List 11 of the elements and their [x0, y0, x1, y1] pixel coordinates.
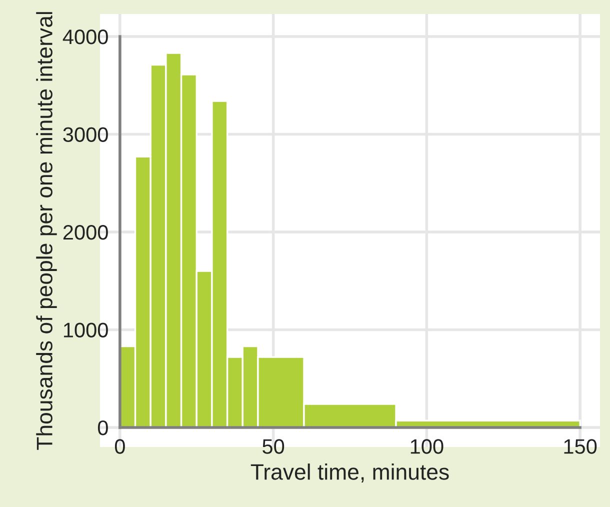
x-axis-title: Travel time, minutes — [250, 464, 449, 482]
y-tick-label: 2000 — [63, 224, 108, 240]
y-tick-label: 4000 — [62, 29, 108, 44]
x-tick-label: 150 — [564, 439, 597, 454]
y-axis-title: Thousands of people per one minute interval — [36, 12, 57, 450]
y-tick-label: 3000 — [63, 127, 108, 142]
y-tick-label: 1000 — [64, 322, 108, 338]
x-tick-label: 0 — [114, 439, 125, 454]
x-tick-label: 50 — [262, 439, 284, 454]
y-tick-label: 0 — [98, 420, 108, 436]
x-tick-label: 100 — [410, 439, 444, 454]
